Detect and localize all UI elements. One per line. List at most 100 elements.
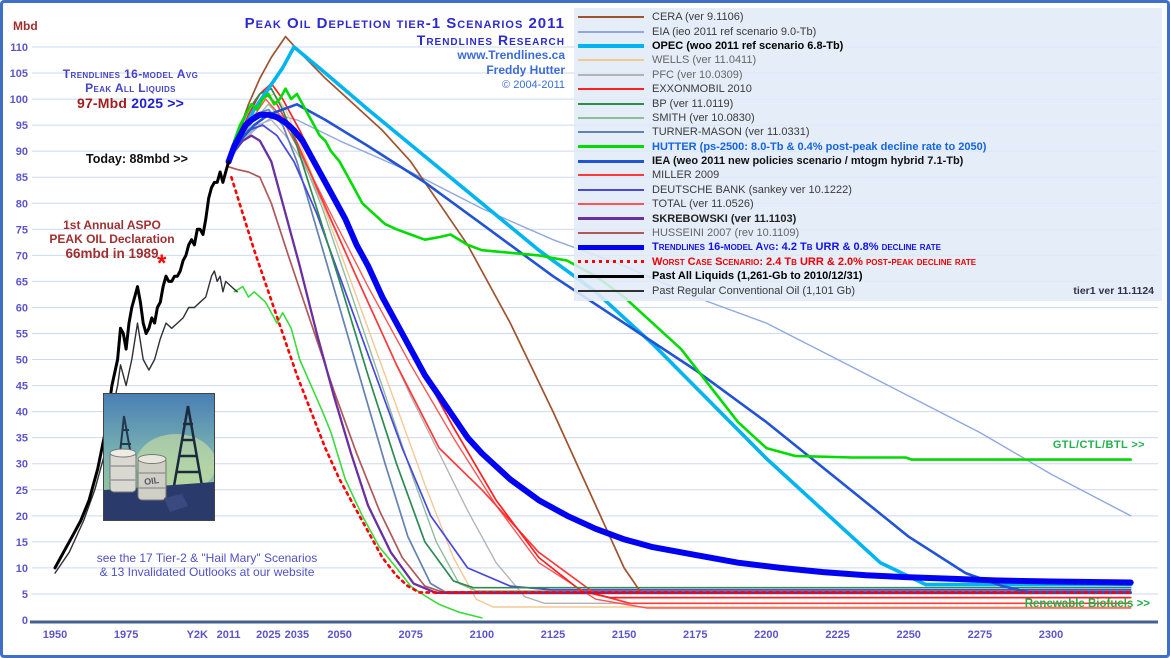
legend-label: SKREBOWSKI (ver 11.1103) <box>652 212 797 225</box>
aspo-star-marker: * <box>157 250 167 277</box>
legend-item-4: WELLS (ver 11.0411) <box>578 53 1162 67</box>
peak-avg-line1: Trendlines 16-model Avg <box>62 67 199 81</box>
legend-label: Past Regular Conventional Oil (1,101 Gb) <box>652 284 855 297</box>
y-tick-label: 85 <box>16 172 28 184</box>
legend-label: CERA (ver 9.1106) <box>652 11 744 24</box>
legend-line-swatch <box>578 274 644 278</box>
y-axis-tick-labels: 0 5 10 15 20 25 30 35 40 45 50 55 60 65 70 75 80 85 90 95 10… <box>10 42 28 627</box>
legend-item-14: TOTAL (ver 11.0526) <box>578 197 1162 211</box>
legend-label: EXXONMOBIL 2010 <box>652 83 752 96</box>
legend-label: EIA (ieo 2011 ref scenario 9.0-Tb) <box>652 25 817 38</box>
y-tick-label: 90 <box>16 146 28 158</box>
legend-line-swatch <box>578 145 644 149</box>
legend-label: TURNER-MASON (ver 11.0331) <box>652 126 810 139</box>
x-tick-label: 1975 <box>114 629 138 641</box>
oil-barrels-illustration: OIL <box>104 394 216 520</box>
y-tick-label: 60 <box>16 303 28 315</box>
legend-line-swatch <box>578 203 644 206</box>
y-tick-label: 15 <box>16 537 28 549</box>
legend-label: HUTTER (ps-2500: 8.0-Tb & 0.4% post-peak… <box>652 140 987 153</box>
legend-item-18: Worst Case Scenario: 2.4 Tb URR & 2.0% p… <box>578 255 1162 269</box>
y-tick-label: 65 <box>16 276 28 288</box>
chart-version-note: tier1 ver 11.1124 <box>1073 284 1154 297</box>
legend-line-swatch <box>578 73 644 76</box>
legend-line-swatch <box>578 102 644 105</box>
x-tick-label: 2150 <box>612 629 636 641</box>
x-tick-label: 1950 <box>43 629 67 641</box>
series-line-hutter <box>227 87 1132 461</box>
y-tick-label: 40 <box>16 407 28 419</box>
series-line-deutsche-bank <box>227 124 1132 591</box>
legend-line-swatch <box>578 260 644 264</box>
x-tick-label: 2275 <box>968 629 992 641</box>
legend-label: HUSSEINI 2007 (rev 10.1109) <box>652 227 800 240</box>
x-tick-label: 2025 <box>256 629 280 641</box>
legend-label: MILLER 2009 <box>652 169 720 182</box>
y-tick-label: 110 <box>10 42 28 54</box>
legend-line-swatch <box>578 88 644 91</box>
legend-item-7: BP (ver 11.0119) <box>578 96 1162 110</box>
y-tick-label: 5 <box>22 589 28 601</box>
legend-item-3: OPEC (woo 2011 ref scenario 6.8-Tb) <box>578 39 1162 53</box>
series-lines <box>53 35 1134 619</box>
author-name: Freddy Hutter <box>486 63 565 77</box>
legend-item-13: DEUTSCHE BANK (sankey ver 10.1222) <box>578 183 1162 197</box>
legend-item-11: IEA (weo 2011 new policies scenario / mt… <box>578 154 1162 168</box>
peak-avg-value: 97-Mbd 2025 >> <box>76 95 185 111</box>
legend-line-swatch <box>578 16 644 19</box>
y-tick-label: 70 <box>16 250 28 262</box>
series-line-skrebowski <box>227 134 1132 595</box>
legend-line-swatch <box>578 289 644 292</box>
y-tick-label: 30 <box>16 459 28 471</box>
peak-average-annotation: Trendlines 16-model Avg Peak All Liquids… <box>38 67 223 111</box>
legend-item-19: Past All Liquids (1,261-Gb to 2010/12/31… <box>578 269 1162 283</box>
series-line-cera <box>227 35 1132 594</box>
copyright-notice: © 2004-2011 <box>502 79 565 91</box>
legend-line-swatch <box>578 174 644 177</box>
legend-item-15: SKREBOWSKI (ver 11.1103) <box>578 211 1162 225</box>
legend-line-swatch <box>578 232 644 235</box>
svg-text:OIL: OIL <box>143 475 160 487</box>
legend-label: BP (ver 11.0119) <box>652 97 734 110</box>
y-tick-label: 80 <box>16 198 28 210</box>
x-tick-label: 2175 <box>683 629 707 641</box>
legend-label: TOTAL (ver 11.0526) <box>652 198 754 211</box>
legend-line-swatch <box>578 159 644 163</box>
y-tick-label: 45 <box>16 381 28 393</box>
x-tick-label: 2200 <box>754 629 778 641</box>
renewable-biofuels-label: Renewable Biofuels >> <box>1024 598 1150 610</box>
x-tick-label: 2050 <box>327 629 351 641</box>
website-url: www.Trendlines.ca <box>457 48 565 62</box>
legend-item-9: TURNER-MASON (ver 11.0331) <box>578 125 1162 139</box>
y-tick-label: 35 <box>16 433 28 445</box>
legend-label: Worst Case Scenario: 2.4 Tb URR & 2.0% p… <box>652 255 977 268</box>
y-tick-label: 20 <box>16 511 28 523</box>
y-tick-label: 75 <box>16 224 28 236</box>
website-note-annotation: see the 17 Tier-2 & "Hail Mary" Scenario… <box>96 551 318 579</box>
legend-line-swatch <box>578 244 644 250</box>
legend-label: WELLS (ver 11.0411) <box>652 54 757 67</box>
y-axis-unit-label: Mbd <box>13 19 38 33</box>
x-tick-label: 2300 <box>1039 629 1063 641</box>
x-tick-label: 2011 <box>217 629 241 641</box>
series-line-trendlines-16-model-avg <box>225 111 1134 586</box>
series-line-past-all-liquids <box>53 160 231 570</box>
legend-item-1: CERA (ver 9.1106) <box>578 10 1162 24</box>
x-tick-label: 2100 <box>470 629 494 641</box>
peak-avg-line2: Peak All Liquids <box>85 81 176 95</box>
y-tick-label: 95 <box>16 120 28 132</box>
chart-subtitle: Trendlines Research <box>416 32 565 48</box>
y-tick-label: 55 <box>16 329 28 341</box>
legend-item-8: SMITH (ver 10.0830) <box>578 111 1162 125</box>
legend-item-16: HUSSEINI 2007 (rev 10.1109) <box>578 226 1162 240</box>
y-tick-label: 10 <box>16 563 28 575</box>
legend-item-5: PFC (ver 10.0309) <box>578 68 1162 82</box>
legend-item-10: HUTTER (ps-2500: 8.0-Tb & 0.4% post-peak… <box>578 140 1162 154</box>
x-tick-label: 2125 <box>541 629 565 641</box>
series-line-worst-case <box>230 175 1132 594</box>
y-tick-label: 105 <box>10 68 28 80</box>
today-production-annotation: Today: 88mbd >> <box>86 152 188 166</box>
legend-item-20: Past Regular Conventional Oil (1,101 Gb)… <box>578 283 1162 297</box>
legend-label: Trendlines 16-model Avg: 4.2 Tb URR & 0.… <box>652 241 941 254</box>
y-tick-label: 100 <box>10 94 28 106</box>
